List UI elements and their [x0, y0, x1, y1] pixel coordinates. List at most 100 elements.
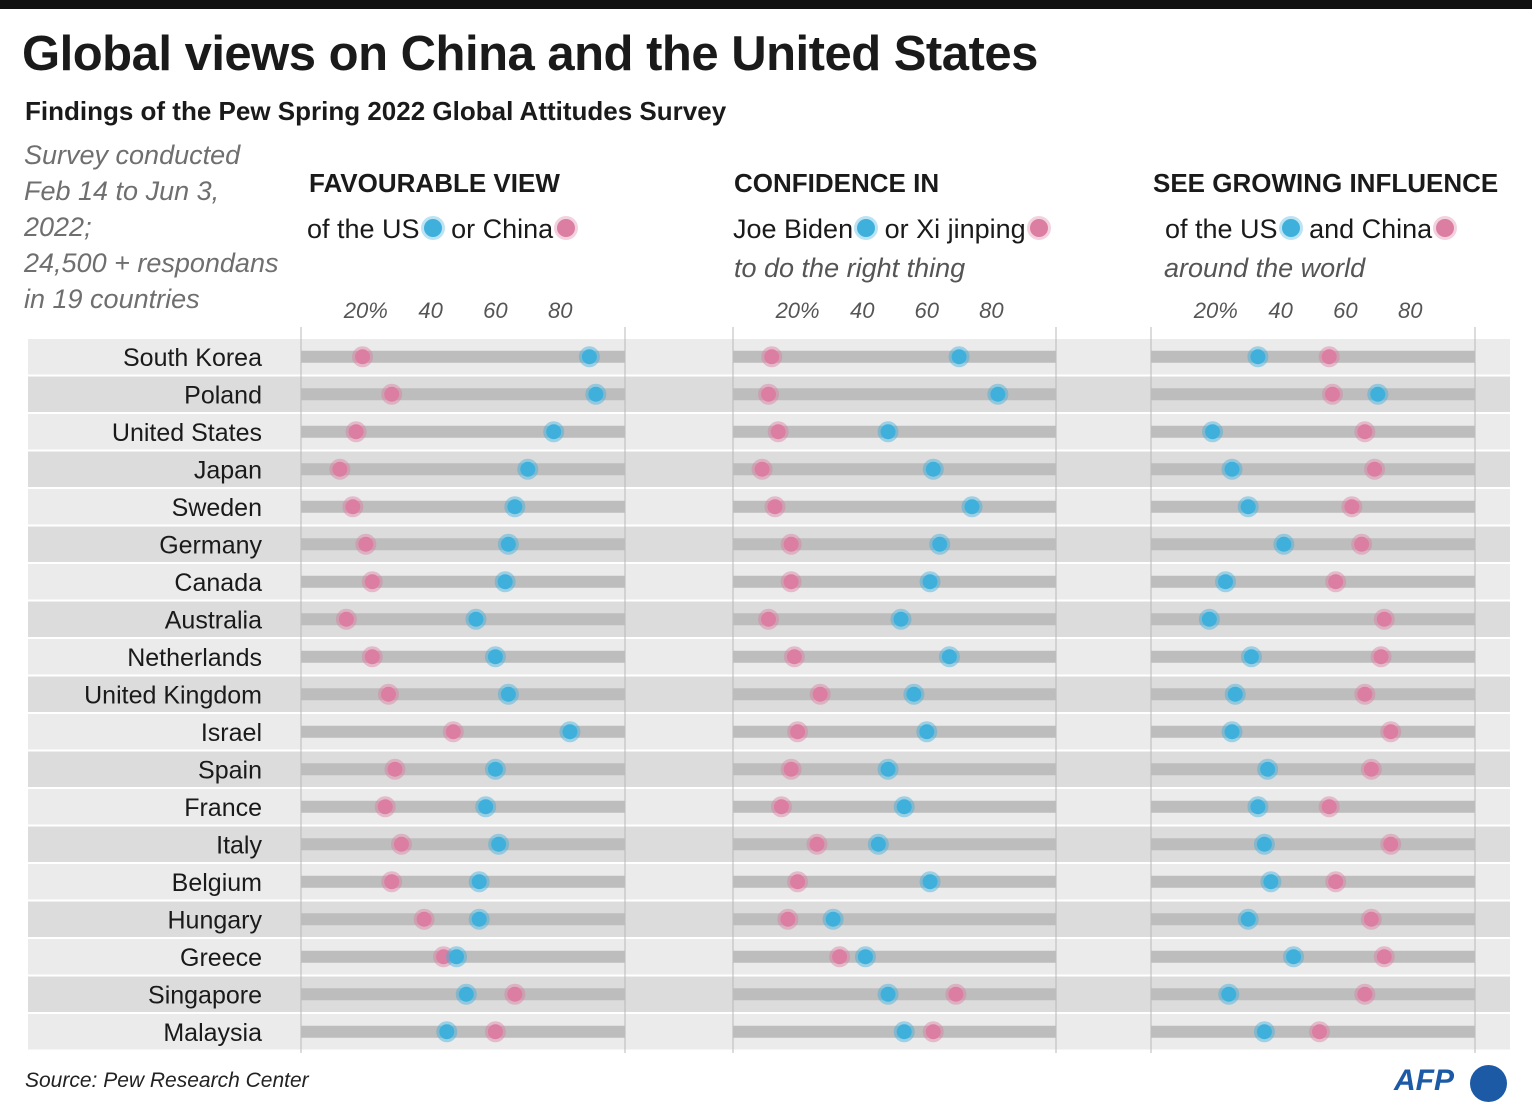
x-tick-label: 60	[915, 298, 940, 323]
us-dot	[507, 499, 523, 515]
us-dot	[922, 574, 938, 590]
x-tick-label: 60	[483, 298, 508, 323]
us-dot	[520, 461, 536, 477]
panel-heading-influence: SEE GROWING INFLUENCE	[1153, 168, 1499, 198]
track-bar	[1151, 988, 1475, 1001]
country-label: Japan	[194, 457, 262, 485]
track-bar	[1151, 688, 1475, 701]
afp-logo: AFP	[1394, 1064, 1454, 1097]
china-dot	[348, 424, 364, 440]
track-bar	[301, 800, 625, 813]
track-bar	[301, 1025, 625, 1038]
legend-label-xi: or Xi jinping	[884, 214, 1026, 244]
china-dot	[1357, 686, 1373, 702]
china-dot	[1328, 874, 1344, 890]
country-label: Italy	[216, 832, 262, 860]
country-label: Israel	[201, 719, 262, 747]
us-dot	[1256, 1024, 1272, 1040]
us-dot	[1250, 799, 1266, 815]
track-bar	[301, 763, 625, 776]
country-label: Canada	[174, 569, 262, 597]
track-bar	[1151, 500, 1475, 513]
us-dot	[880, 424, 896, 440]
us-dot	[1240, 911, 1256, 927]
china-dot	[1363, 911, 1379, 927]
us-dot	[588, 386, 604, 402]
survey-note-line: 24,500 + respondans	[24, 248, 279, 278]
track-bar	[1151, 800, 1475, 813]
china-dot	[1328, 574, 1344, 590]
track-bar	[733, 725, 1056, 738]
track-bar	[733, 388, 1056, 401]
us-dot	[1370, 386, 1386, 402]
track-bar	[1151, 725, 1475, 738]
china-dot	[790, 724, 806, 740]
china-dot	[783, 574, 799, 590]
us-dot	[1218, 574, 1234, 590]
china-dot	[387, 761, 403, 777]
china-dot	[1383, 724, 1399, 740]
us-dot	[1201, 611, 1217, 627]
china-dot	[1363, 761, 1379, 777]
us-dot	[880, 761, 896, 777]
china-dot	[355, 349, 371, 365]
source-note: Source: Pew Research Center	[25, 1069, 309, 1092]
track-bar	[1151, 463, 1475, 476]
track-bar	[301, 500, 625, 513]
country-label: South Korea	[123, 344, 262, 372]
us-dot	[471, 874, 487, 890]
china-dot	[487, 1024, 503, 1040]
track-bar	[1151, 913, 1475, 926]
us-dot	[491, 836, 507, 852]
country-label: Germany	[159, 532, 262, 560]
chart-subtitle: Findings of the Pew Spring 2022 Global A…	[25, 96, 727, 126]
us-dot-icon	[1281, 218, 1300, 237]
track-bar	[1151, 950, 1475, 963]
country-label: France	[184, 794, 262, 822]
china-dot	[345, 499, 361, 515]
track-bar	[301, 650, 625, 663]
track-bar	[733, 575, 1056, 588]
track-bar	[733, 350, 1056, 363]
us-dot	[1263, 874, 1279, 890]
china-dot	[790, 874, 806, 890]
track-bar	[301, 575, 625, 588]
country-label: United States	[112, 419, 262, 447]
china-dot	[948, 986, 964, 1002]
china-dot	[380, 686, 396, 702]
us-dot	[990, 386, 1006, 402]
us-dot	[478, 799, 494, 815]
legend-favourable: of the US or China	[307, 214, 577, 245]
china-dot	[377, 799, 393, 815]
track-bar	[301, 875, 625, 888]
us-dot	[919, 724, 935, 740]
us-dot	[1250, 349, 1266, 365]
track-bar	[1151, 425, 1475, 438]
survey-note-line: Survey conducted	[24, 140, 241, 170]
track-bar	[301, 463, 625, 476]
us-dot	[893, 611, 909, 627]
country-label: Netherlands	[127, 644, 262, 672]
track-bar	[1151, 538, 1475, 551]
survey-note: Survey conducted Feb 14 to Jun 3, 2022; …	[24, 137, 314, 317]
survey-note-line: Feb 14 to Jun 3,	[24, 176, 220, 206]
china-dot	[812, 686, 828, 702]
track-bar	[301, 725, 625, 738]
us-dot	[562, 724, 578, 740]
survey-note-line: in 19 countries	[24, 284, 200, 314]
track-bar	[733, 463, 1056, 476]
china-dot	[1357, 986, 1373, 1002]
x-tick-label: 80	[548, 298, 573, 323]
china-dot-icon	[1029, 218, 1048, 237]
track-bar	[1151, 838, 1475, 851]
china-dot	[1354, 536, 1370, 552]
us-dot	[1221, 986, 1237, 1002]
us-dot	[1256, 836, 1272, 852]
x-tick-label: 20%	[775, 298, 820, 323]
us-dot	[1276, 536, 1292, 552]
china-dot	[436, 949, 452, 965]
us-dot	[581, 349, 597, 365]
china-dot	[832, 949, 848, 965]
track-bar	[733, 875, 1056, 888]
